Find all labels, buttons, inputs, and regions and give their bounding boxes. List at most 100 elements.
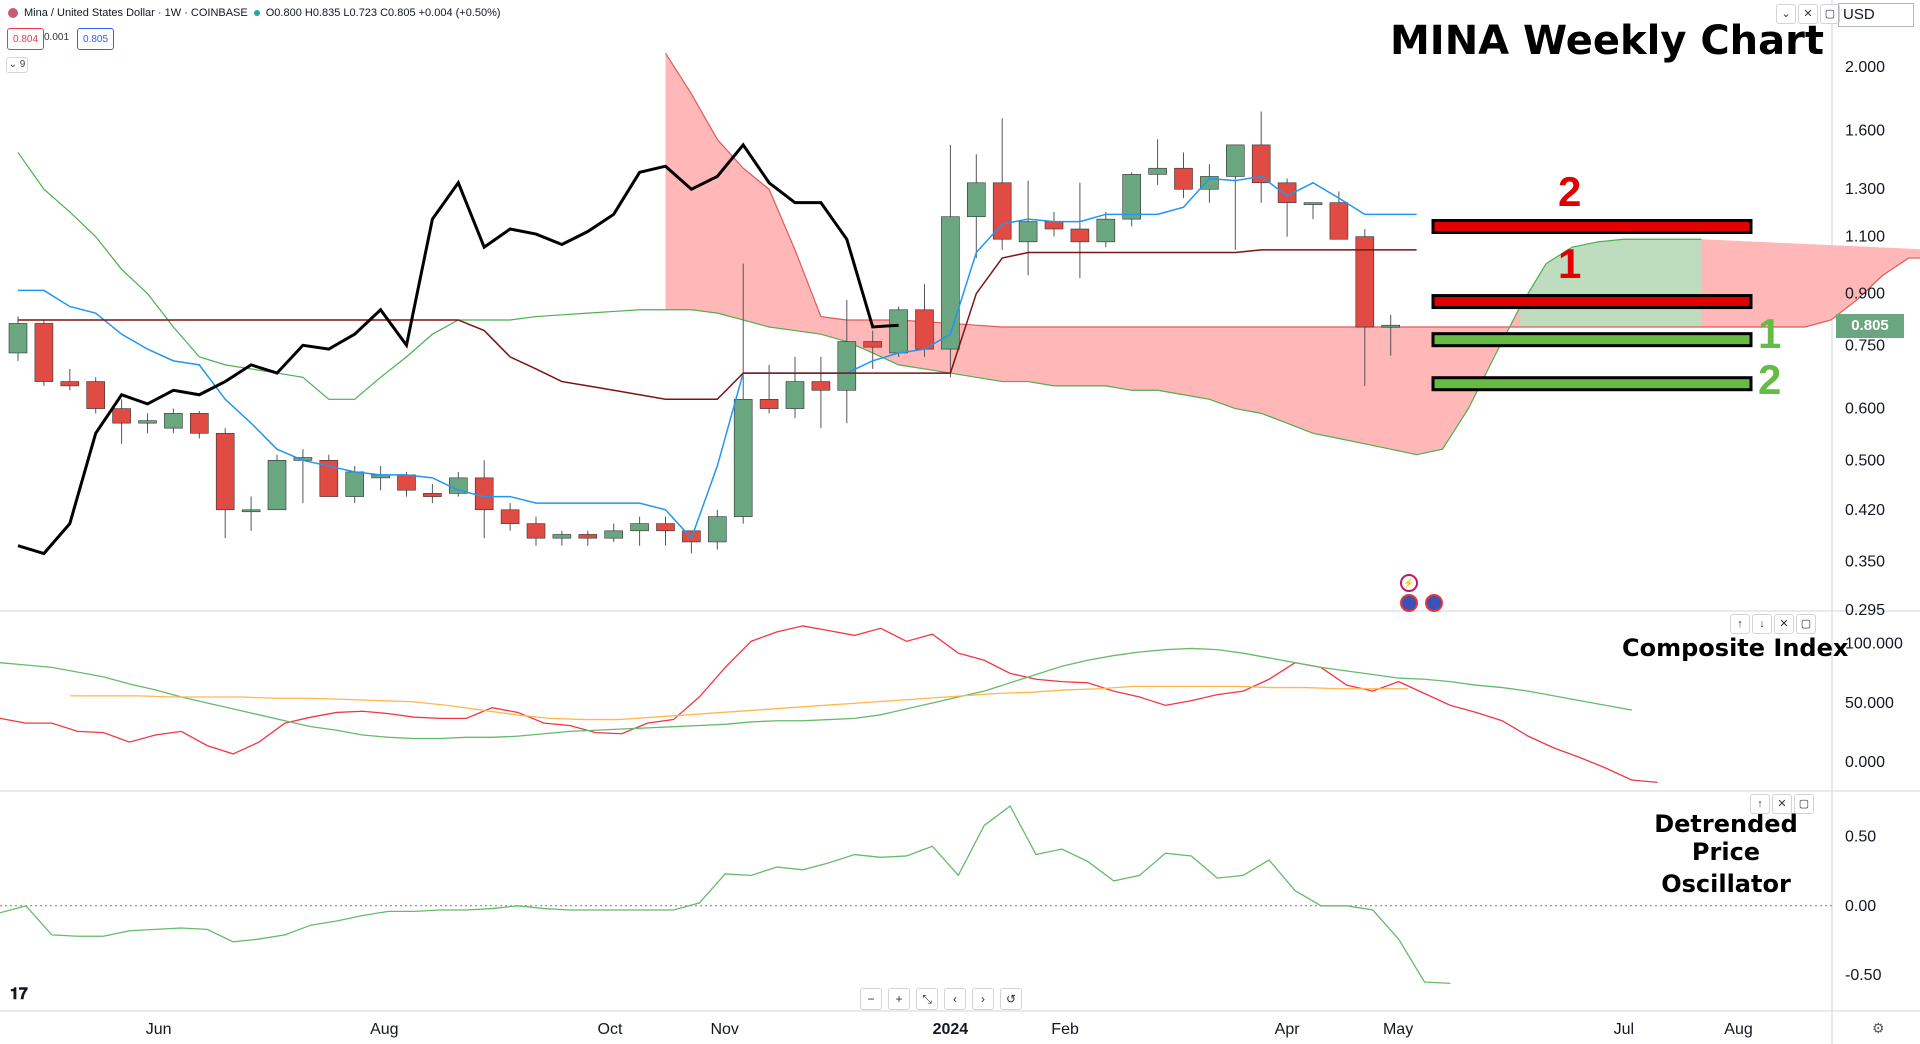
candle-body — [1070, 228, 1090, 243]
candle-body — [707, 516, 727, 543]
zoom-out-button[interactable]: − — [860, 988, 882, 1010]
candle-body — [1355, 236, 1375, 328]
market-status-icon — [253, 10, 260, 16]
dpo-title-line1: Detrended Price — [1654, 810, 1798, 866]
tradingview-logo: 𝟏𝟕 — [10, 986, 28, 1003]
us-flag-event-icon[interactable] — [1425, 594, 1443, 612]
candle-body — [1303, 202, 1323, 205]
support-1-label: 1 — [1758, 310, 1782, 357]
time-tick-label: Oct — [598, 1021, 623, 1038]
settings-gear-icon[interactable]: ⚙ — [1872, 1020, 1885, 1036]
composite-index-title: Composite Index — [1622, 634, 1849, 662]
dpo-tick-label: 0.50 — [1845, 829, 1876, 846]
composite-red-line — [0, 625, 1658, 784]
ichimoku-cloud-green — [1520, 239, 1702, 327]
us-flag-event-icon[interactable] — [1400, 594, 1418, 612]
indicator-collapse-toggle[interactable]: ⌄ 9 — [6, 57, 28, 73]
resistance-zone-2 — [1431, 219, 1753, 235]
current-price-badge: 0.805 — [1836, 314, 1904, 338]
candle-body — [34, 323, 54, 382]
reset-button[interactable]: ↺ — [1000, 988, 1022, 1010]
composite-tick-label: 50.000 — [1845, 695, 1894, 712]
candle-body — [1277, 182, 1297, 203]
bid-price-box[interactable]: 0.804 — [7, 28, 45, 50]
scroll-left-button[interactable]: ‹ — [944, 988, 966, 1010]
symbol-header: Mina / United States Dollar · 1W · COINB… — [8, 4, 501, 22]
close-pane-button[interactable]: ✕ — [1798, 4, 1818, 24]
currency-selector[interactable]: USD — [1838, 3, 1914, 27]
bid-price: 0.804 — [13, 33, 39, 45]
candle-body — [397, 474, 416, 491]
time-tick-label: Aug — [1724, 1021, 1752, 1038]
kijun-sen-line — [18, 249, 1417, 401]
candle-body — [112, 408, 131, 424]
resistance-1-label: 1 — [1558, 240, 1582, 287]
candle-body — [837, 341, 857, 391]
candle-body — [604, 530, 624, 539]
candle-body — [190, 413, 209, 434]
resistance-zone-1 — [1431, 294, 1753, 310]
pane-controls-composite: ↑ ↓ ✕ ▢ — [1730, 614, 1816, 634]
time-tick-label: Jun — [146, 1021, 172, 1038]
candle-body — [733, 398, 753, 517]
zoom-in-button[interactable]: + — [888, 988, 910, 1010]
time-tick-label: Feb — [1051, 1021, 1079, 1038]
mina-logo-icon — [8, 8, 18, 18]
price-tick-label: 0.600 — [1845, 401, 1885, 418]
price-tick-label: 1.100 — [1845, 229, 1885, 246]
span-a-line — [17, 152, 1702, 456]
candle-body — [785, 381, 805, 409]
move-up-button[interactable]: ↑ — [1730, 614, 1750, 634]
candle-body — [138, 420, 157, 424]
minimize-pane-button[interactable]: ⌄ — [1776, 4, 1796, 24]
candle-body — [811, 381, 831, 391]
candle-body — [215, 432, 235, 511]
candle-body — [1226, 144, 1245, 177]
symbol-title[interactable]: Mina / United States Dollar · 1W · COINB… — [24, 7, 248, 19]
indicator-count: 9 — [19, 59, 26, 70]
price-tick-label: 0.420 — [1845, 502, 1885, 519]
candle-body — [630, 523, 649, 532]
candle-body — [889, 309, 908, 354]
ask-price-box[interactable]: 0.805 — [77, 28, 115, 50]
candle-body — [1148, 167, 1167, 175]
ichimoku-cloud-red — [665, 53, 1920, 455]
spread-value: 0.001 — [44, 32, 70, 43]
candle-body — [1381, 324, 1400, 328]
move-up-button[interactable]: ↑ — [1750, 794, 1770, 814]
candle-body — [86, 381, 105, 409]
dpo-title-line2: Oscillator — [1661, 870, 1791, 898]
composite-green-line — [0, 647, 1632, 740]
close-indicator-button[interactable]: ✕ — [1772, 794, 1792, 814]
pane-controls-main: ⌄ ✕ ▢ — [1776, 4, 1840, 24]
dpo-line — [0, 805, 1451, 985]
support-zone-2 — [1431, 376, 1753, 392]
move-down-button[interactable]: ↓ — [1752, 614, 1772, 634]
time-tick-label: Aug — [370, 1021, 398, 1038]
candle-body — [345, 471, 365, 497]
main-chart-title: MINA Weekly Chart — [1390, 18, 1824, 64]
navigation-bar: − + ⤡ ‹ › ↺ — [860, 988, 1022, 1010]
price-tick-label: 1.600 — [1845, 122, 1885, 139]
support-2-label: 2 — [1758, 356, 1782, 403]
scroll-right-button[interactable]: › — [972, 988, 994, 1010]
price-tick-label: 0.500 — [1845, 452, 1885, 469]
candle-body — [1251, 144, 1271, 184]
support-zone-1 — [1431, 332, 1753, 348]
close-indicator-button[interactable]: ✕ — [1774, 614, 1794, 634]
time-tick-label: 2024 — [933, 1021, 969, 1038]
candle-body — [267, 460, 287, 511]
fit-button[interactable]: ⤡ — [916, 988, 938, 1010]
maximize-indicator-button[interactable]: ▢ — [1794, 794, 1814, 814]
maximize-indicator-button[interactable]: ▢ — [1796, 614, 1816, 634]
candle-body — [966, 182, 986, 218]
ask-price: 0.805 — [83, 33, 109, 45]
event-flash-icon[interactable]: ⚡ — [1400, 574, 1418, 592]
ohlc-values: O0.800 H0.835 L0.723 C0.805 +0.004 (+0.5… — [265, 7, 501, 19]
maximize-pane-button[interactable]: ▢ — [1820, 4, 1840, 24]
candle-body — [1044, 221, 1064, 230]
price-tick-label: 1.300 — [1845, 181, 1885, 198]
composite-tick-label: 100.000 — [1845, 636, 1903, 653]
